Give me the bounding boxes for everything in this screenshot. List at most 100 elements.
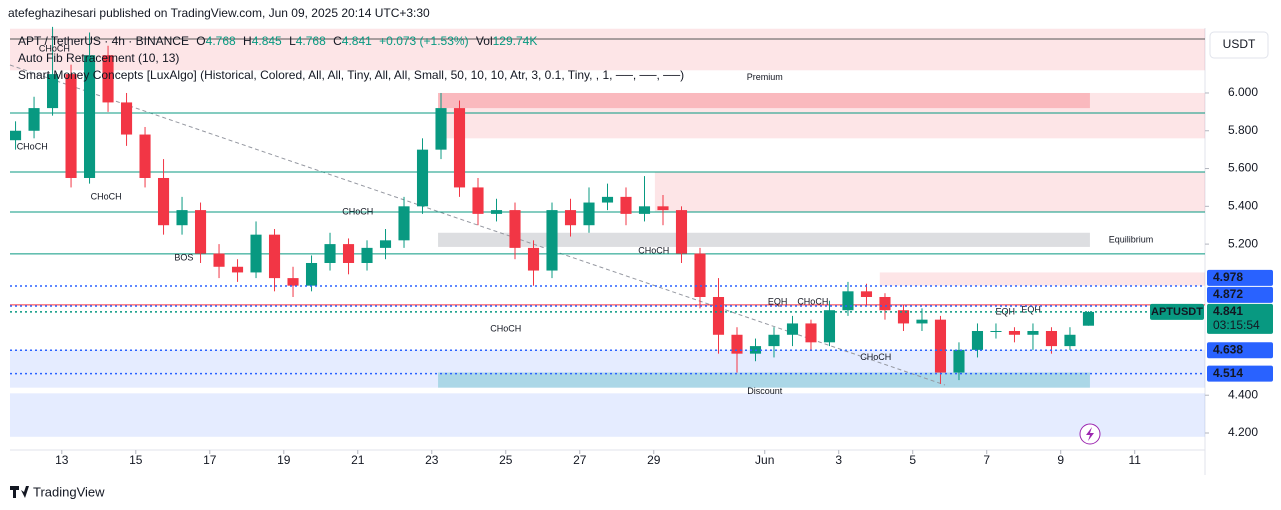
candle-body [472, 187, 484, 214]
candle-body [953, 349, 965, 373]
price-label: 4.638 [1213, 342, 1243, 356]
x-tick-label: 7 [983, 453, 990, 467]
price-label: 4.514 [1213, 366, 1243, 380]
change: +0.073 (+1.53%) [379, 34, 468, 48]
annotation: CHoCH [797, 296, 828, 306]
x-tick-label: 5 [909, 453, 916, 467]
candle-body [638, 206, 651, 214]
x-tick-label: 11 [1128, 453, 1141, 467]
candle-body [1027, 330, 1039, 335]
candle-body [416, 149, 429, 207]
currency[interactable]: USDT [1223, 37, 1256, 51]
y-tick-label: 5.400 [1228, 198, 1258, 212]
candle-body [657, 206, 669, 211]
zone [10, 349, 1205, 388]
ohlc-label: L [289, 34, 296, 48]
candle-body [971, 330, 984, 350]
alert-bolt [1086, 427, 1094, 441]
candle-body [65, 74, 77, 178]
x-tick-label: 15 [129, 453, 143, 467]
candle-body [1045, 330, 1058, 347]
zone [438, 372, 1090, 388]
candle-body [379, 240, 392, 248]
annotation: BOS [174, 252, 193, 262]
annotation: CHoCH [91, 191, 122, 201]
x-tick-label: 13 [55, 453, 69, 467]
candle-body [527, 247, 540, 271]
candle-body [990, 330, 1002, 332]
volume-label: Vol [476, 34, 493, 48]
brand-logo [10, 486, 29, 498]
candle-body [823, 310, 836, 343]
annotation: CHoCH [490, 323, 521, 333]
candle-body [453, 108, 466, 188]
candle-body [675, 210, 688, 254]
candle-body [694, 253, 706, 297]
candle-body [731, 334, 743, 354]
zone [654, 172, 1205, 212]
candle-body [213, 253, 225, 267]
ohlc-value: 4.845 [252, 34, 282, 48]
candle-body [28, 108, 40, 131]
candle-body [860, 291, 873, 297]
annotation: Premium [747, 72, 783, 82]
price-label: 4.872 [1213, 287, 1243, 301]
candle-body [897, 310, 910, 324]
indicator: Auto Fib Retracement (10, 13) [18, 51, 179, 65]
candle-body [231, 266, 244, 273]
ohlc-value: 4.768 [296, 34, 326, 48]
candle-body [83, 55, 96, 178]
candle-body [786, 323, 799, 335]
price-label-box [1207, 342, 1273, 359]
currency-box[interactable] [1209, 31, 1269, 59]
price-label-box [1207, 286, 1273, 303]
candle-body [768, 334, 780, 347]
ohlc-label: H [243, 34, 252, 48]
annotation: EQH [768, 296, 788, 306]
candle-body [546, 210, 558, 271]
candle-body [805, 323, 817, 343]
ohlc-value: 4.768 [206, 34, 236, 48]
symbol-tag-label: APTUSDT [1151, 306, 1203, 318]
candle-body [361, 247, 373, 263]
candle-body [879, 296, 891, 311]
candle-body [435, 108, 447, 150]
x-tick-label: 3 [835, 453, 842, 467]
candle-body [601, 196, 614, 203]
candle-body [1008, 330, 1021, 335]
candle-body [305, 262, 318, 286]
zone [438, 92, 1205, 139]
x-tick-label: 27 [573, 453, 587, 467]
trend-line [9, 64, 946, 386]
candle-body [120, 102, 133, 135]
candle-body [287, 278, 299, 286]
x-tick-label: Jun [755, 453, 774, 467]
x-tick-label: 9 [1057, 453, 1064, 467]
y-tick-label: 5.200 [1228, 236, 1258, 250]
zone [438, 92, 1090, 109]
price-label: 4.978 [1213, 270, 1243, 284]
zone [10, 393, 1205, 437]
ohlc-label: O [196, 34, 205, 48]
candle-body [176, 210, 188, 226]
price-label-box [1207, 365, 1273, 382]
candle-body [842, 291, 854, 311]
annotation: Discount [747, 386, 783, 396]
annotation: CHoCH [17, 141, 48, 151]
candle-body [268, 234, 281, 279]
annotation: Equilibrium [1109, 235, 1154, 245]
symbol: APT / TetherUS · 4h · BINANCE [18, 34, 189, 48]
y-tick-label: 4.200 [1228, 425, 1258, 439]
candle-body [10, 130, 22, 141]
candle-body [1082, 311, 1095, 326]
x-tick-label: 17 [203, 453, 217, 467]
x-tick-label: 21 [351, 453, 365, 467]
candle-body [564, 210, 577, 226]
price-label-box [1207, 303, 1273, 334]
zone [10, 28, 1205, 71]
x-tick-label: 25 [499, 453, 513, 467]
candle-body [139, 134, 151, 178]
annotation: CHoCH [39, 43, 70, 53]
candle-body [250, 234, 262, 273]
candle-body [342, 244, 355, 263]
